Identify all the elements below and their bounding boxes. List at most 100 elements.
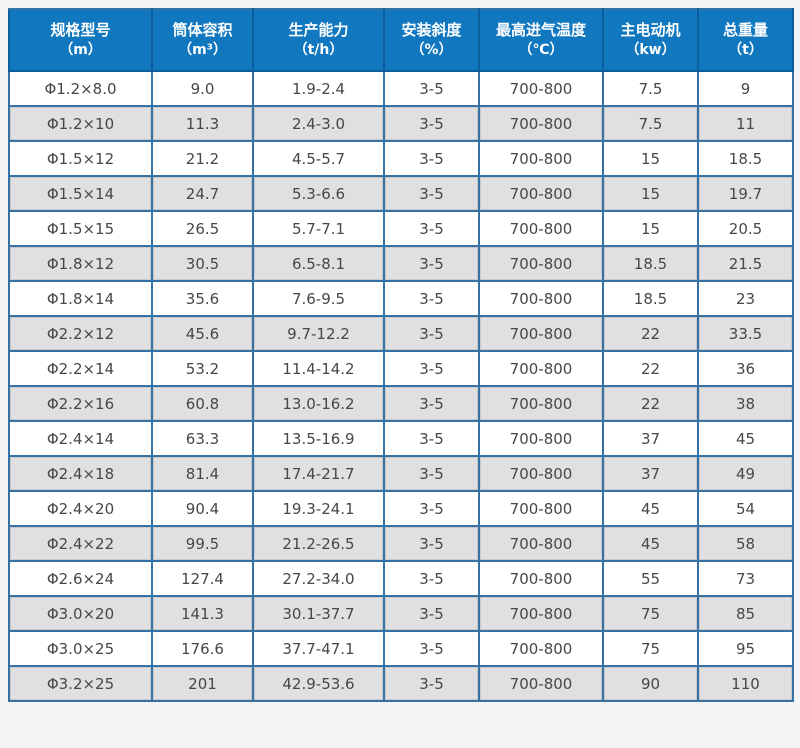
table-cell: 3-5 <box>383 105 480 142</box>
table-cell: 19.3-24.1 <box>252 490 385 527</box>
table-cell: 90 <box>602 665 699 702</box>
table-cell: Φ2.2×12 <box>8 315 153 352</box>
table-cell: 3-5 <box>383 525 480 562</box>
table-cell: 3-5 <box>383 420 480 457</box>
table-cell: 22 <box>602 315 699 352</box>
table-cell: 3-5 <box>383 245 480 282</box>
table-cell: Φ2.4×18 <box>8 455 153 492</box>
column-unit: （m³） <box>178 42 227 58</box>
table-cell: 81.4 <box>151 455 254 492</box>
spec-table-page: 规格型号 （m） 筒体容积 （m³） 生产能力 （t/h） 安装斜度 （%） 最高进气温度 （℃）… <box>8 8 794 702</box>
column-title: 最高进气温度 <box>495 21 586 39</box>
table-cell: 700-800 <box>478 140 604 177</box>
column-header-0: 规格型号 （m） <box>8 8 153 72</box>
table-cell: 90.4 <box>151 490 254 527</box>
table-cell: Φ1.5×15 <box>8 210 153 247</box>
table-cell: 18.5 <box>602 245 699 282</box>
table-cell: 54 <box>697 490 794 527</box>
table-cell: 700-800 <box>478 420 604 457</box>
table-cell: 60.8 <box>151 385 254 422</box>
table-cell: 700-800 <box>478 630 604 667</box>
column-header-2: 生产能力 （t/h） <box>252 8 385 72</box>
table-cell: 21.5 <box>697 245 794 282</box>
column-title: 筒体容积 <box>172 21 233 39</box>
column-unit: （m） <box>59 42 102 58</box>
table-cell: 3-5 <box>383 630 480 667</box>
table-cell: 24.7 <box>151 175 254 212</box>
column-unit: （kw） <box>625 42 676 58</box>
table-row: Φ1.8×12 30.5 6.5-8.1 3-5 700-800 18.5 21.5 <box>8 245 794 282</box>
column-unit: （%） <box>410 42 453 58</box>
table-cell: 3-5 <box>383 595 480 632</box>
table-cell: 36 <box>697 350 794 387</box>
table-cell: 700-800 <box>478 280 604 317</box>
table-cell: 37.7-47.1 <box>252 630 385 667</box>
table-cell: 42.9-53.6 <box>252 665 385 702</box>
table-row: Φ1.2×10 11.3 2.4-3.0 3-5 700-800 7.5 11 <box>8 105 794 142</box>
spec-table-header: 规格型号 （m） 筒体容积 （m³） 生产能力 （t/h） 安装斜度 （%） 最高进气温度 （℃）… <box>8 8 794 72</box>
column-unit: （t/h） <box>293 42 344 58</box>
table-cell: 176.6 <box>151 630 254 667</box>
table-cell: 45.6 <box>151 315 254 352</box>
table-cell: 127.4 <box>151 560 254 597</box>
table-cell: 3-5 <box>383 490 480 527</box>
table-row: Φ1.5×15 26.5 5.7-7.1 3-5 700-800 15 20.5 <box>8 210 794 247</box>
table-cell: 21.2-26.5 <box>252 525 385 562</box>
table-cell: 73 <box>697 560 794 597</box>
table-cell: 17.4-21.7 <box>252 455 385 492</box>
column-header-4: 最高进气温度 （℃） <box>478 8 604 72</box>
column-title: 总重量 <box>722 21 768 39</box>
table-cell: 700-800 <box>478 210 604 247</box>
column-unit: （℃） <box>518 42 564 58</box>
table-cell: 45 <box>697 420 794 457</box>
column-header-3: 安装斜度 （%） <box>383 8 480 72</box>
table-cell: 7.6-9.5 <box>252 280 385 317</box>
table-cell: 9.0 <box>151 70 254 107</box>
table-cell: 700-800 <box>478 490 604 527</box>
table-cell: 3-5 <box>383 315 480 352</box>
table-cell: 700-800 <box>478 665 604 702</box>
table-cell: 99.5 <box>151 525 254 562</box>
table-cell: 30.5 <box>151 245 254 282</box>
table-row: Φ2.4×20 90.4 19.3-24.1 3-5 700-800 45 54 <box>8 490 794 527</box>
table-cell: 7.5 <box>602 70 699 107</box>
table-row: Φ2.4×18 81.4 17.4-21.7 3-5 700-800 37 49 <box>8 455 794 492</box>
table-cell: 3-5 <box>383 455 480 492</box>
table-row: Φ2.4×22 99.5 21.2-26.5 3-5 700-800 45 58 <box>8 525 794 562</box>
table-cell: 37 <box>602 455 699 492</box>
table-cell: 13.0-16.2 <box>252 385 385 422</box>
spec-table: 规格型号 （m） 筒体容积 （m³） 生产能力 （t/h） 安装斜度 （%） 最高进气温度 （℃）… <box>8 8 794 702</box>
table-cell: 22 <box>602 385 699 422</box>
table-cell: 30.1-37.7 <box>252 595 385 632</box>
table-cell: 23 <box>697 280 794 317</box>
table-cell: 9 <box>697 70 794 107</box>
table-cell: 3-5 <box>383 665 480 702</box>
table-cell: 13.5-16.9 <box>252 420 385 457</box>
table-cell: Φ3.0×20 <box>8 595 153 632</box>
table-cell: Φ2.4×22 <box>8 525 153 562</box>
table-row: Φ1.5×14 24.7 5.3-6.6 3-5 700-800 15 19.7 <box>8 175 794 212</box>
table-cell: 53.2 <box>151 350 254 387</box>
table-cell: 700-800 <box>478 315 604 352</box>
table-cell: 15 <box>602 175 699 212</box>
table-row: Φ2.2×14 53.2 11.4-14.2 3-5 700-800 22 36 <box>8 350 794 387</box>
column-header-5: 主电动机 （kw） <box>602 8 699 72</box>
column-title: 主电动机 <box>620 21 681 39</box>
table-cell: 27.2-34.0 <box>252 560 385 597</box>
table-cell: 75 <box>602 630 699 667</box>
table-row: Φ1.8×14 35.6 7.6-9.5 3-5 700-800 18.5 23 <box>8 280 794 317</box>
column-unit: （t） <box>728 42 763 58</box>
table-cell: 35.6 <box>151 280 254 317</box>
column-header-6: 总重量 （t） <box>697 8 794 72</box>
table-cell: 7.5 <box>602 105 699 142</box>
table-cell: Φ3.2×25 <box>8 665 153 702</box>
table-cell: 3-5 <box>383 560 480 597</box>
table-cell: 141.3 <box>151 595 254 632</box>
table-cell: 700-800 <box>478 105 604 142</box>
table-cell: 19.7 <box>697 175 794 212</box>
table-cell: 3-5 <box>383 350 480 387</box>
table-cell: Φ2.2×16 <box>8 385 153 422</box>
table-cell: 700-800 <box>478 70 604 107</box>
table-cell: 5.3-6.6 <box>252 175 385 212</box>
table-cell: 26.5 <box>151 210 254 247</box>
